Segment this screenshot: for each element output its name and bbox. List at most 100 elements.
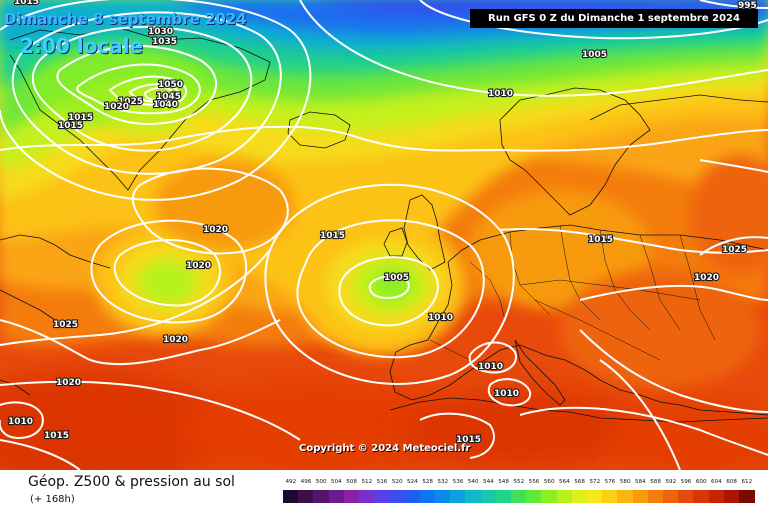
legend-value: 556 (528, 479, 540, 485)
legend-value: 564 (559, 479, 570, 485)
isobar-label: 1040 (153, 100, 178, 110)
isobar-label: 1030 (148, 27, 173, 37)
legend-value: 552 (513, 479, 525, 485)
isobar-label: 1010 (478, 362, 503, 372)
legend-value: 516 (376, 479, 388, 485)
legend-value: 584 (635, 479, 646, 485)
model-run-info: Run GFS 0 Z du Dimanche 1 septembre 2024 (470, 9, 758, 28)
legend-swatch (526, 490, 542, 503)
legend-value: 520 (391, 479, 403, 485)
legend-value: 580 (619, 479, 631, 485)
geopotential-field: 1035 1030 1025 1020 1015 1050 1045 1040 … (0, 0, 768, 470)
bottom-bar: Géop. Z500 & pression au sol (+ 168h) 49… (0, 470, 768, 512)
legend-swatch (739, 490, 755, 503)
isobar-label: 1010 (8, 417, 33, 427)
isobars (0, 0, 768, 470)
legend-value: 548 (498, 479, 509, 485)
isobar-label: 1015 (44, 431, 69, 441)
legend-swatch (617, 490, 633, 503)
isobar-label: 1020 (104, 102, 129, 112)
isobar-label: 1020 (694, 273, 719, 283)
legend-value: 512 (361, 479, 373, 485)
isobar-label: 1015 (456, 435, 481, 445)
legend-swatch (556, 490, 573, 503)
legend-swatch (465, 490, 481, 503)
legend-value: 524 (407, 479, 418, 485)
isobar-label: 1020 (203, 225, 228, 235)
legend-swatch (663, 490, 679, 503)
isobar-label: 1035 (152, 37, 177, 47)
isobar-label: 1015 (14, 0, 39, 7)
legend-value: 568 (574, 479, 585, 485)
legend-swatch (374, 490, 390, 503)
isobar-label: 1050 (158, 80, 183, 90)
legend-value: 504 (331, 479, 342, 485)
isobar-label: 1045 (156, 92, 181, 102)
legend-swatch (632, 490, 649, 503)
legend-value: 540 (467, 479, 479, 485)
legend-swatch (359, 490, 375, 503)
isobar-label: 1015 (320, 231, 345, 241)
legend-swatch (389, 490, 405, 503)
legend-value: 612 (741, 479, 753, 485)
legend-value: 596 (680, 479, 692, 485)
lead-time: (+ 168h) (30, 494, 75, 505)
isobar-label: 1010 (488, 89, 513, 99)
legend-value: 560 (543, 479, 555, 485)
legend-swatch (419, 490, 436, 503)
legend-value: 576 (604, 479, 616, 485)
legend-swatch (571, 490, 588, 503)
legend-swatch (480, 490, 497, 503)
isobar-label: 1015 (588, 235, 613, 245)
legend-value: 528 (422, 479, 433, 485)
legend-swatch (298, 490, 314, 503)
colour-scale-legend: 492 496 500 504 508 512 516 520 524 528 532 536 540 5… (283, 479, 755, 505)
valid-date-title: Dimanche 8 septembre 2024 (4, 10, 247, 28)
legend-value: 588 (650, 479, 661, 485)
copyright-notice: Copyright © 2024 Meteociel.fr (299, 443, 471, 454)
forecast-map: 1035 1030 1025 1020 1015 1050 1045 1040 … (0, 0, 768, 470)
legend-swatch (511, 490, 527, 503)
isobar-label: 1015 (68, 113, 93, 123)
legend-value: 532 (437, 479, 449, 485)
legend-value: 544 (483, 479, 494, 485)
isobar-label: 1005 (582, 50, 607, 60)
legend-value: 592 (665, 479, 677, 485)
legend-swatch (435, 490, 451, 503)
legend-value: 572 (589, 479, 601, 485)
legend-swatch (495, 490, 512, 503)
isobar-label: 1025 (118, 97, 143, 107)
legend-swatch (541, 490, 557, 503)
legend-swatch (693, 490, 709, 503)
legend-value: 600 (695, 479, 707, 485)
legend-swatch (647, 490, 664, 503)
legend-swatch (602, 490, 618, 503)
legend-swatch (587, 490, 603, 503)
isobar-label: 1020 (56, 378, 81, 388)
isobar-label: 1025 (53, 320, 78, 330)
legend-swatch (678, 490, 694, 503)
legend-value: 492 (285, 479, 297, 485)
legend-value: 508 (346, 479, 357, 485)
legend-swatch (313, 490, 329, 503)
legend-swatch (283, 490, 299, 503)
legend-swatch (343, 490, 360, 503)
isobar-labels: 1035 1030 1025 1020 1015 1050 1045 1040 … (7, 0, 758, 446)
legend-value: 536 (452, 479, 464, 485)
valid-time-title: 2:00 locale (20, 34, 144, 58)
isobar-label: 1020 (163, 335, 188, 345)
isobar-label: 1015 (58, 121, 83, 131)
legend-value: 608 (726, 479, 737, 485)
legend-swatch (723, 490, 740, 503)
legend-swatch (404, 490, 421, 503)
coastlines (0, 27, 768, 423)
isobar-label: 1025 (722, 245, 747, 255)
isobar-label: 1005 (384, 273, 409, 283)
isobar-label: 1010 (494, 389, 519, 399)
isobar-label: 1020 (186, 261, 211, 271)
isobar-label: 1010 (428, 313, 453, 323)
legend-value: 496 (300, 479, 312, 485)
legend-swatch (328, 490, 345, 503)
product-title: Géop. Z500 & pression au sol (28, 474, 235, 490)
legend-value: 604 (711, 479, 722, 485)
